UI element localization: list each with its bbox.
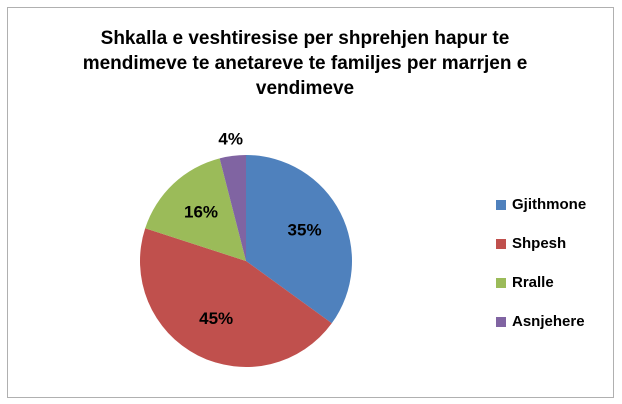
- pie-slice: [145, 158, 246, 261]
- legend-swatch: [496, 239, 506, 249]
- pie-slice: [139, 228, 332, 367]
- chart-title: Shkalla e veshtiresise per shprehjen hap…: [82, 28, 528, 99]
- data-label: 35%: [288, 221, 322, 240]
- legend-swatch: [496, 200, 506, 210]
- legend-label: Gjithmone: [512, 196, 586, 213]
- pie-slice: [246, 155, 352, 324]
- pie-slice: [219, 155, 246, 261]
- legend-swatch: [496, 317, 506, 327]
- legend-label: Asnjehere: [512, 313, 585, 330]
- legend-swatch: [496, 278, 506, 288]
- legend-label: Rralle: [512, 274, 554, 291]
- data-label: 16%: [184, 203, 218, 222]
- legend-label: Shpesh: [512, 235, 566, 252]
- data-label: 4%: [218, 130, 243, 149]
- data-label: 45%: [199, 309, 233, 328]
